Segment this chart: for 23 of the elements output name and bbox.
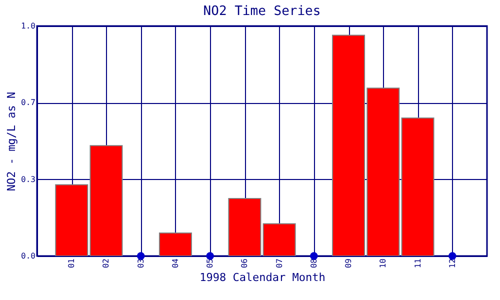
x-tick-label: 11: [413, 258, 422, 268]
y-axis-title: NO2 - mg/L as N: [5, 92, 18, 192]
x-tick-label: 04: [170, 258, 180, 268]
y-tick-label: 0.7: [21, 98, 36, 108]
bar: [262, 223, 296, 256]
chart-title: NO2 Time Series: [203, 4, 321, 19]
y-tick-label: 1.0: [21, 22, 36, 30]
bar: [401, 118, 434, 256]
bar: [228, 198, 262, 256]
x-axis-title: 1998 Calendar Month: [200, 271, 326, 284]
x-tick-label: 05: [206, 258, 215, 268]
x-tick-label: 09: [344, 258, 354, 268]
x-tick-label: 03: [136, 258, 146, 268]
x-tick-label: 06: [240, 258, 250, 268]
y-tick-label: 0.3: [21, 174, 36, 184]
x-tick-label: 12: [448, 258, 457, 268]
x-tick-label: 10: [378, 258, 388, 268]
x-tick-label: 08: [309, 258, 318, 268]
x-tick-label: 07: [274, 258, 284, 268]
bar: [158, 232, 192, 256]
y-tick-label: 0.0: [21, 252, 36, 260]
x-tick-label: 01: [67, 258, 76, 268]
x-tick-label: 02: [102, 258, 111, 268]
